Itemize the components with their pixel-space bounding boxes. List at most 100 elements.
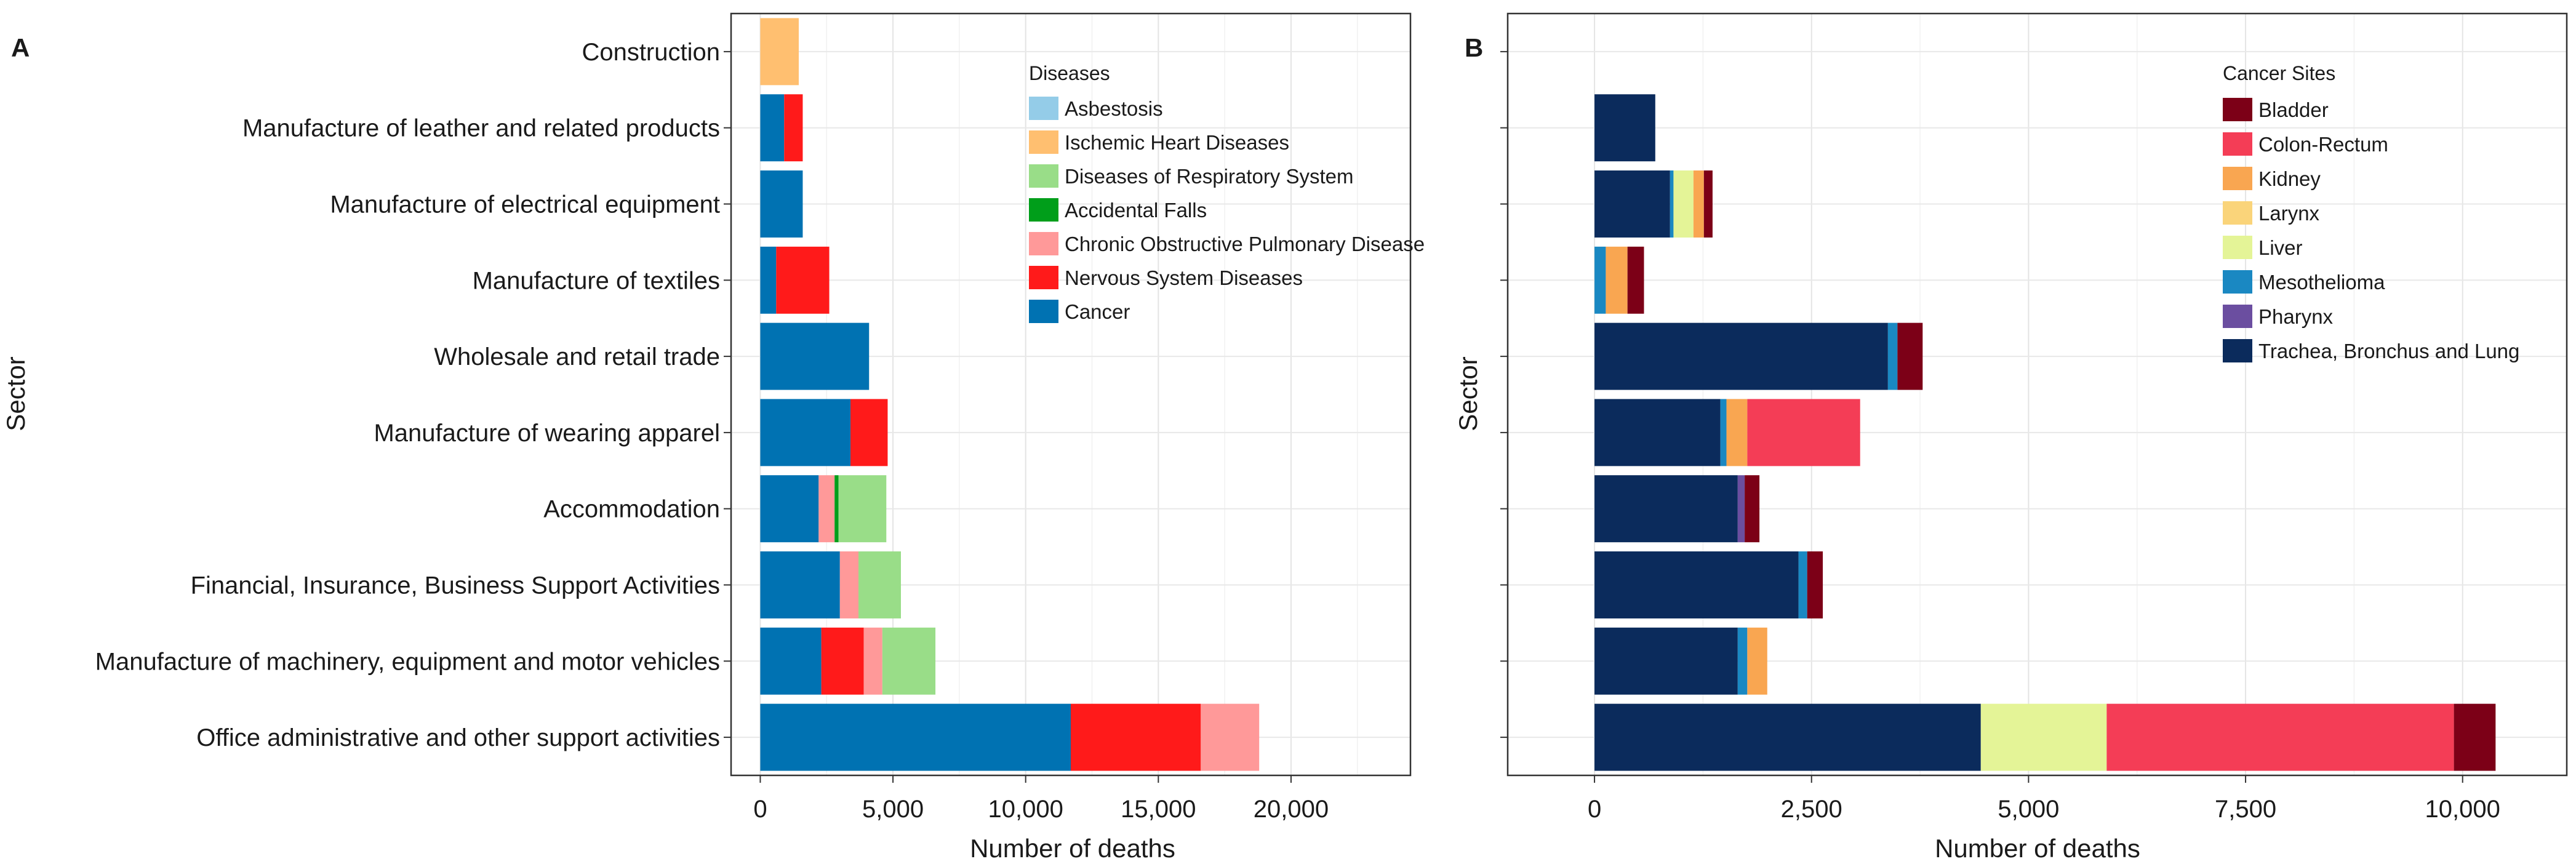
bar-bladder (2454, 703, 2496, 771)
y-axis-title: Sector (1, 356, 30, 431)
legend-label: Trachea, Bronchus and Lung (2258, 340, 2519, 362)
bar-chronic-obstructive-pulmonary-disease (839, 551, 858, 618)
bar-trachea-bronchus-and-lung (1594, 475, 1738, 543)
y-tick-label: Construction (582, 39, 720, 66)
bar-bladder (1807, 551, 1823, 618)
bar-diseases-of-respiratory-system (838, 475, 887, 543)
bar-bladder (1703, 170, 1713, 238)
legend-label: Cancer (1065, 300, 1130, 323)
bar-bladder (1745, 475, 1760, 543)
legend-label: Nervous System Diseases (1065, 266, 1303, 289)
legend-swatch-pharynx (2223, 305, 2252, 328)
bar-liver (1980, 703, 2107, 771)
x-tick-label: 15,000 (1121, 796, 1196, 823)
x-tick-label: 0 (753, 796, 767, 823)
legend-label: Mesothelioma (2258, 271, 2385, 294)
x-axis-title: Number of deaths (970, 834, 1175, 863)
bar-trachea-bronchus-and-lung (1594, 94, 1655, 162)
legend-swatch-mesothelioma (2223, 270, 2252, 294)
legend-label: Larynx (2258, 202, 2320, 225)
y-tick-label: Manufacture of machinery, equipment and … (95, 648, 720, 675)
bar-cancer (760, 246, 777, 314)
legend-swatch-ischemic-heart-diseases (1029, 130, 1058, 154)
panel-a: Construction Manufacture of leather and r… (1, 12, 1425, 863)
bar-cancer (760, 170, 803, 238)
legend-swatch-accidental-falls (1029, 198, 1058, 222)
bar-colon-rectum (2106, 703, 2454, 771)
legend-swatch-diseases-of-respiratory-system (1029, 164, 1058, 188)
bar-trachea-bronchus-and-lung (1594, 703, 1981, 771)
bar-liver (1673, 170, 1694, 238)
bar-trachea-bronchus-and-lung (1594, 170, 1670, 238)
legend: Diseases Asbestosis Ischemic Heart Disease… (1029, 62, 1425, 323)
bar-trachea-bronchus-and-lung (1594, 551, 1799, 618)
bar-accidental-falls (834, 475, 839, 543)
legend-label: Pharynx (2258, 305, 2334, 328)
legend-label: Colon-Rectum (2258, 133, 2388, 156)
x-tick-label: 10,000 (988, 796, 1063, 823)
x-axis-title: Number of deaths (1935, 834, 2140, 863)
bar-diseases-of-respiratory-system (882, 627, 936, 695)
legend-swatch-chronic-obstructive-pulmonary-disease (1029, 232, 1058, 255)
legend-label: Ischemic Heart Diseases (1065, 131, 1289, 154)
bar-kidney (1606, 246, 1628, 314)
bar-nervous-system-diseases (850, 399, 888, 466)
y-tick-label: Manufacture of textiles (473, 267, 720, 294)
plot-border (730, 12, 1412, 777)
bar-bladder (1897, 322, 1923, 390)
legend-swatch-cancer (1029, 300, 1058, 323)
y-tick-label: Wholesale and retail trade (434, 343, 720, 370)
y-tick-label: Office administrative and other support … (196, 724, 720, 751)
bar-kidney (1747, 627, 1767, 695)
legend-title: Diseases (1029, 62, 1110, 84)
y-tick-label: Manufacture of leather and related produ… (242, 115, 720, 142)
bar-mesothelioma (1798, 551, 1807, 618)
x-tick-label: 5,000 (862, 796, 924, 823)
legend-label: Liver (2258, 236, 2303, 259)
legend-swatch-larynx (2223, 201, 2252, 225)
legend-swatch-colon-rectum (2223, 132, 2252, 156)
legend-swatch-nervous-system-diseases (1029, 266, 1058, 289)
y-axis-title: Sector (1454, 356, 1482, 431)
bar-chronic-obstructive-pulmonary-disease (1201, 703, 1260, 771)
bar-ischemic-heart-diseases (760, 18, 799, 86)
x-tick-label: 7,500 (2215, 796, 2276, 823)
bar-nervous-system-diseases (1071, 703, 1201, 771)
bar-mesothelioma (1594, 246, 1606, 314)
panel-letter: B (1465, 33, 1483, 62)
bar-mesothelioma (1670, 170, 1674, 238)
bar-nervous-system-diseases (821, 627, 864, 695)
y-tick-label: Manufacture of electrical equipment (330, 191, 720, 218)
bar-cancer (760, 94, 785, 162)
bar-mesothelioma (1737, 627, 1748, 695)
bar-colon-rectum (1747, 399, 1860, 466)
bar-bladder (1627, 246, 1644, 314)
bar-cancer (760, 627, 822, 695)
legend-swatch-liver (2223, 236, 2252, 259)
bar-nervous-system-diseases (784, 94, 803, 162)
bar-kidney (1726, 399, 1748, 466)
bar-cancer (760, 475, 819, 543)
x-tick-label: 20,000 (1254, 796, 1329, 823)
legend: Cancer Sites Bladder Colon-Rectum Kidney Lar… (2223, 62, 2519, 362)
legend-label: Kidney (2258, 167, 2321, 190)
legend-title: Cancer Sites (2223, 62, 2335, 84)
x-tick-label: 10,000 (2425, 796, 2500, 823)
panel-b: 0 2,500 5,000 7,500 10,000 Number of deaths Se… (1454, 12, 2568, 863)
bar-cancer (760, 551, 840, 618)
bar-nervous-system-diseases (776, 246, 830, 314)
bar-diseases-of-respiratory-system (858, 551, 901, 618)
x-tick-label: 5,000 (1998, 796, 2059, 823)
bar-trachea-bronchus-and-lung (1594, 399, 1721, 466)
bar-cancer (760, 703, 1071, 771)
legend-label: Bladder (2258, 98, 2329, 121)
bar-trachea-bronchus-and-lung (1594, 322, 1888, 390)
x-tick-label: 0 (1588, 796, 1601, 823)
legend-swatch-bladder (2223, 98, 2252, 121)
legend-label: Chronic Obstructive Pulmonary Disease (1065, 233, 1425, 255)
legend-swatch-kidney (2223, 167, 2252, 190)
y-tick-label: Financial, Insurance, Business Support A… (191, 572, 720, 599)
bar-cancer (760, 322, 870, 390)
bar-pharynx (1737, 475, 1745, 543)
